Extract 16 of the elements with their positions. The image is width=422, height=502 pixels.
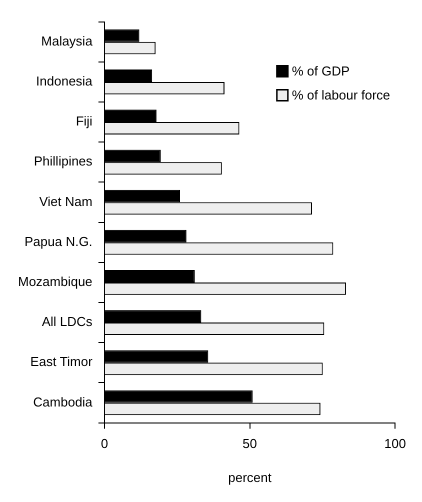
y-tick-label: Fiji [76, 114, 93, 129]
y-tick-label: East Timor [30, 354, 94, 370]
y-tick-label: Phillipines [34, 154, 93, 169]
y-tick-label: Malaysia [41, 33, 94, 48]
y-tick-label: All LDCs [42, 314, 93, 330]
x-tick-label: 50 [242, 436, 258, 452]
x-tick-label: 100 [384, 436, 406, 452]
y-tick-label: Indonesia [36, 74, 94, 89]
y-tick-label: Mozambique [18, 274, 92, 290]
legend-label: % of labour force [292, 87, 390, 102]
y-tick-label: Papua N.G. [24, 234, 92, 249]
y-tick-label: Cambodia [33, 394, 94, 410]
x-axis-title: percent [228, 470, 272, 485]
y-tick-label: Viet Nam [39, 194, 92, 209]
legend-label: % of GDP [292, 63, 350, 78]
x-tick-label: 0 [100, 436, 108, 452]
